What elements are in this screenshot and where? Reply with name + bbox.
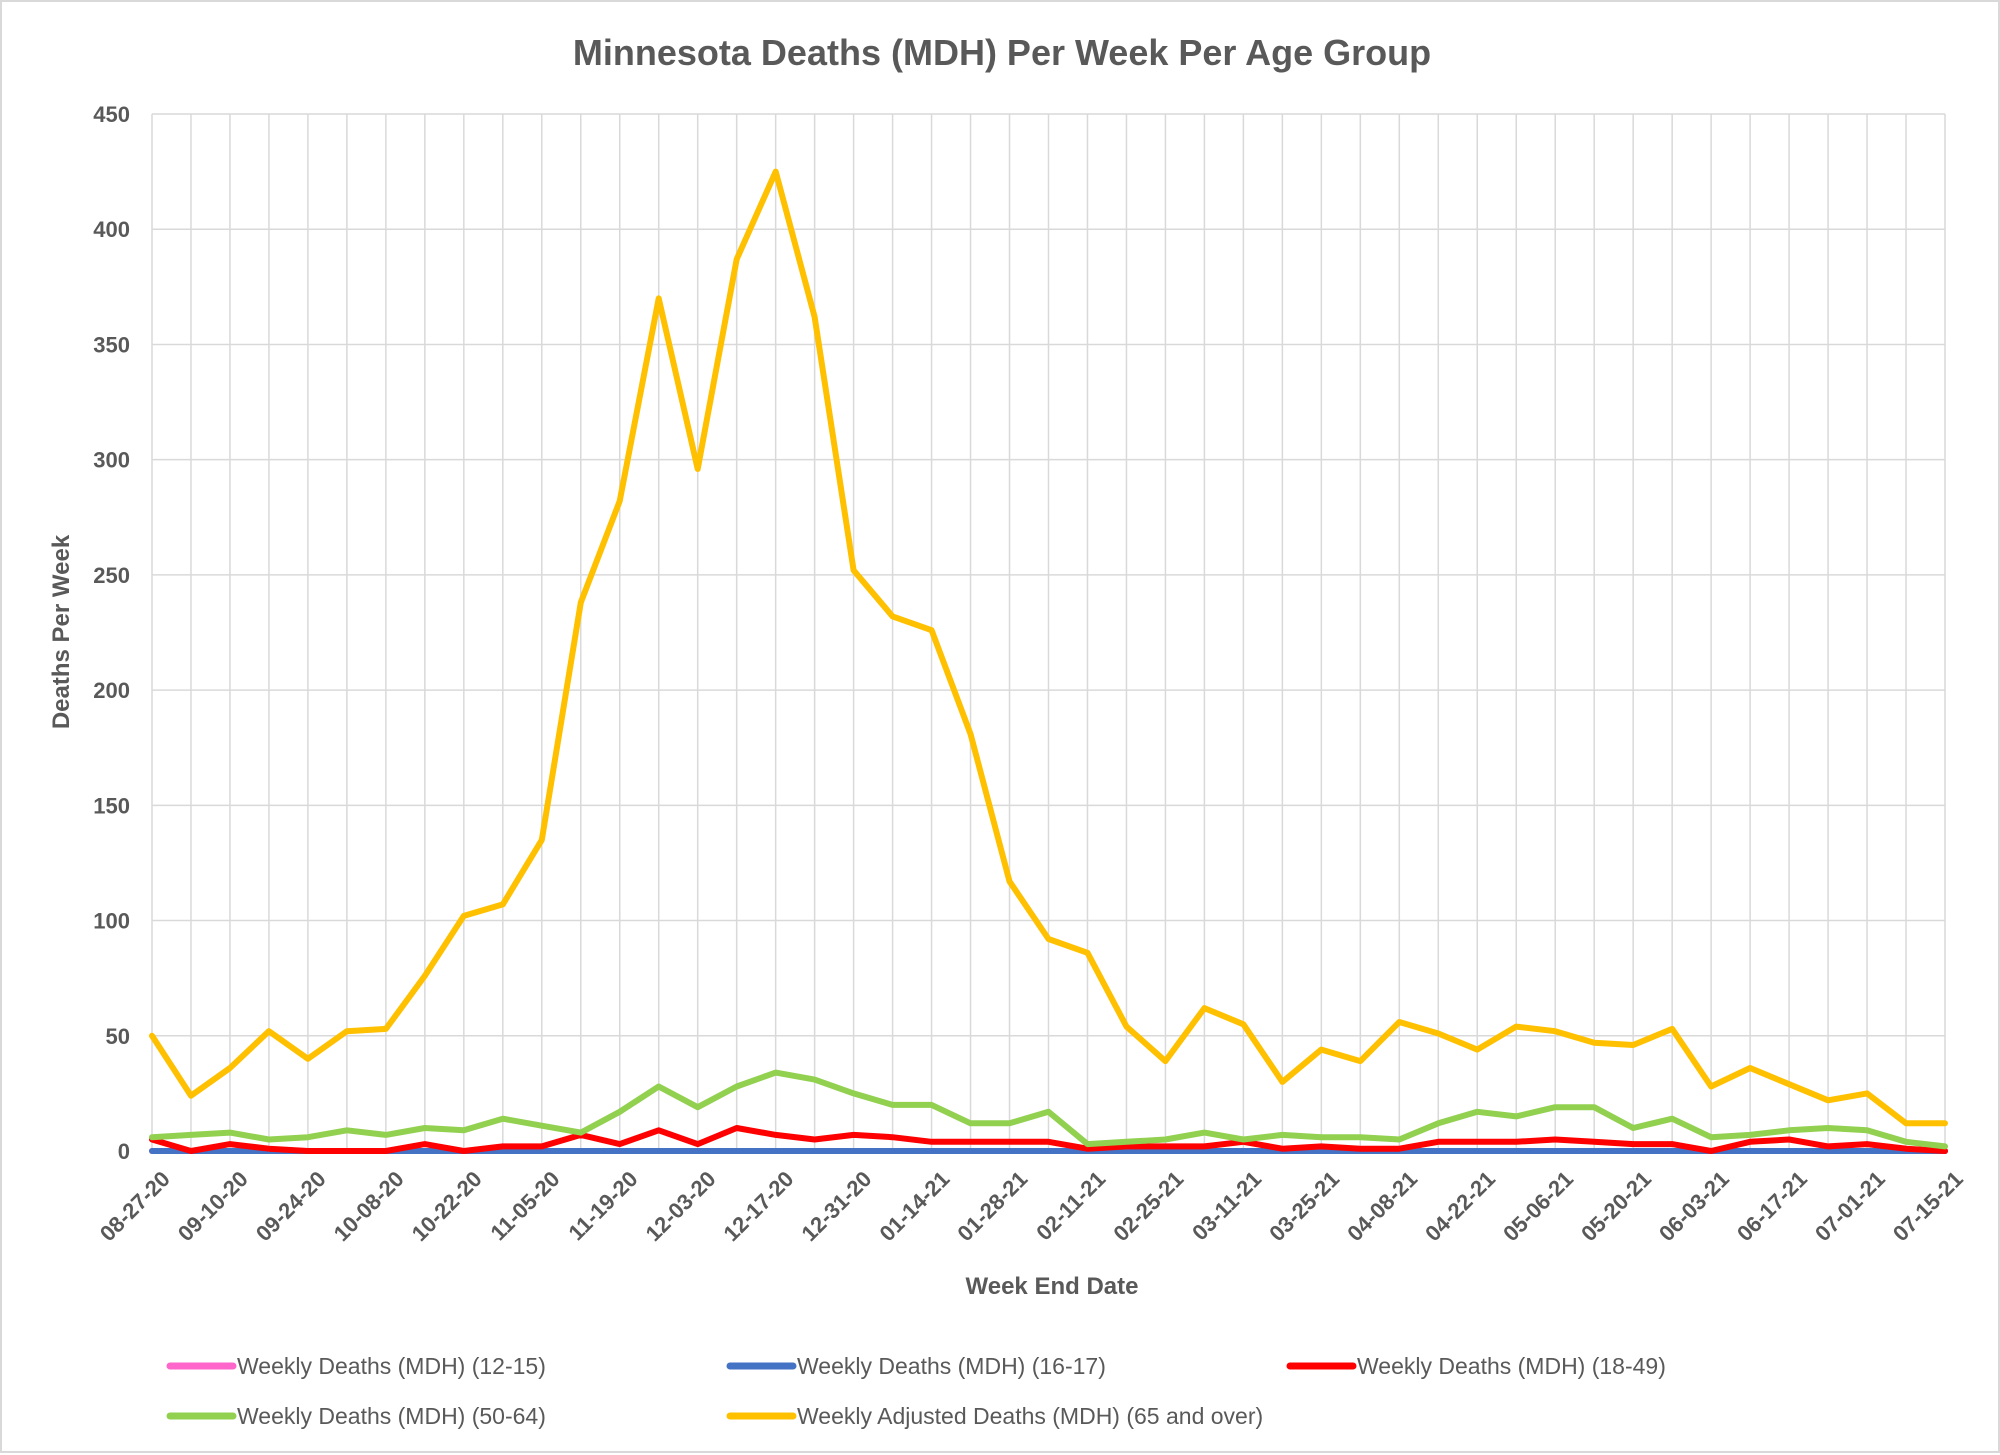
x-tick-label: 03-25-21 bbox=[1264, 1166, 1344, 1246]
y-tick-label: 450 bbox=[93, 102, 130, 127]
legend-label: Weekly Deaths (MDH) (16-17) bbox=[797, 1353, 1106, 1379]
y-tick-label: 250 bbox=[93, 563, 130, 588]
y-tick-label: 300 bbox=[93, 448, 130, 473]
legend-label: Weekly Deaths (MDH) (12-15) bbox=[237, 1353, 546, 1379]
x-tick-label: 06-03-21 bbox=[1654, 1166, 1734, 1246]
x-axis-ticks: 08-27-2009-10-2009-24-2010-08-2010-22-20… bbox=[95, 1166, 1968, 1246]
x-tick-label: 02-25-21 bbox=[1108, 1166, 1188, 1246]
x-tick-label: 12-31-20 bbox=[796, 1166, 876, 1246]
series-line bbox=[149, 168, 1948, 1127]
y-tick-label: 400 bbox=[93, 217, 130, 242]
x-tick-label: 04-22-21 bbox=[1420, 1166, 1500, 1246]
x-tick-label: 09-10-20 bbox=[173, 1166, 253, 1246]
x-tick-label: 11-05-20 bbox=[486, 1166, 565, 1245]
x-tick-label: 10-08-20 bbox=[329, 1166, 409, 1246]
legend-label: Weekly Adjusted Deaths (MDH) (65 and ove… bbox=[797, 1403, 1263, 1429]
x-axis-label: Week End Date bbox=[966, 1273, 1139, 1300]
legend-label: Weekly Deaths (MDH) (50-64) bbox=[237, 1403, 546, 1429]
series-line bbox=[149, 1125, 1948, 1154]
series-line bbox=[149, 1069, 1948, 1150]
x-tick-label: 05-06-21 bbox=[1498, 1166, 1578, 1246]
x-tick-label: 08-27-20 bbox=[95, 1166, 175, 1246]
x-tick-label: 12-03-20 bbox=[641, 1166, 721, 1246]
x-tick-label: 07-01-21 bbox=[1810, 1166, 1890, 1246]
x-tick-label: 09-24-20 bbox=[251, 1166, 331, 1246]
legend: Weekly Deaths (MDH) (12-15) Weekly Deaths… bbox=[166, 1353, 1666, 1429]
chart-title: Minnesota Deaths (MDH) Per Week Per Age … bbox=[573, 32, 1431, 73]
x-tick-label: 06-17-21 bbox=[1732, 1166, 1812, 1246]
legend-label: Weekly Deaths (MDH) (18-49) bbox=[1357, 1353, 1666, 1379]
y-tick-label: 150 bbox=[93, 793, 130, 818]
x-tick-label: 01-28-21 bbox=[952, 1166, 1032, 1246]
y-tick-label: 350 bbox=[93, 332, 130, 357]
series-lines bbox=[149, 168, 1948, 1154]
x-tick-label: 10-22-20 bbox=[407, 1166, 487, 1246]
x-tick-label: 12-17-20 bbox=[719, 1166, 799, 1246]
x-tick-label: 04-08-21 bbox=[1342, 1166, 1422, 1246]
y-tick-label: 50 bbox=[106, 1024, 130, 1049]
y-tick-label: 100 bbox=[93, 909, 130, 934]
x-tick-label: 11-19-20 bbox=[563, 1166, 642, 1245]
x-tick-label: 02-11-21 bbox=[1031, 1166, 1110, 1245]
y-tick-label: 200 bbox=[93, 678, 130, 703]
y-axis-ticks: 0 50 100 150 200 250 300 350 400 450 bbox=[93, 102, 130, 1164]
x-tick-label: 05-20-21 bbox=[1576, 1166, 1656, 1246]
y-axis-label: Deaths Per Week bbox=[48, 534, 75, 729]
gridlines bbox=[151, 113, 1946, 1152]
y-tick-label: 0 bbox=[118, 1139, 130, 1164]
x-tick-label: 03-11-21 bbox=[1187, 1166, 1266, 1245]
x-tick-label: 07-15-21 bbox=[1888, 1166, 1968, 1246]
x-tick-label: 01-14-21 bbox=[874, 1166, 954, 1246]
